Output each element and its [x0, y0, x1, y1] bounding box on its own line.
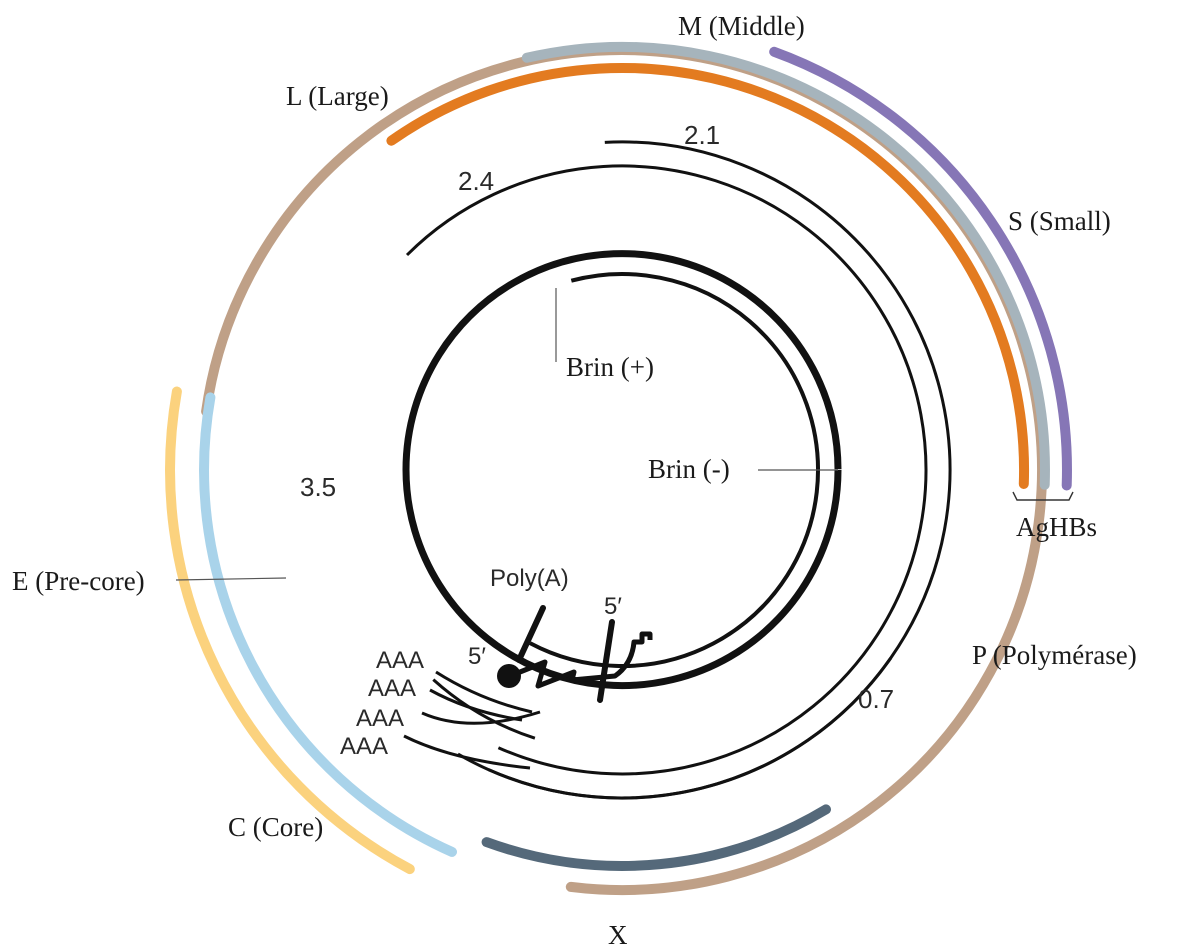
- aaa-label-3: AAA: [356, 705, 404, 732]
- zigzag-link: [509, 631, 653, 689]
- transcript-0-7-arc: [457, 657, 892, 800]
- polymerase-gene-label: P (Polymérase): [972, 640, 1137, 670]
- transcript-0-7-label: 0.7: [858, 684, 894, 714]
- transcript-stub-1: [435, 670, 533, 714]
- minus-strand-circle: [402, 250, 842, 690]
- transcript-2-4-arc: [405, 164, 928, 776]
- large-gene-arc: [386, 62, 1030, 489]
- core-gene-label: C (Core): [228, 812, 323, 842]
- five-prime-label-lower: 5′: [468, 643, 486, 670]
- polya-label: Poly(A): [490, 565, 569, 592]
- transcript-3-5-arc: [432, 678, 536, 740]
- transcript-3-5-label: 3.5: [300, 472, 336, 502]
- aaa-label-2: AAA: [368, 675, 416, 702]
- small-gene-label: S (Small): [1008, 206, 1111, 236]
- aaa-label-4: AAA: [340, 733, 388, 760]
- transcript-2-4-label: 2.4: [458, 166, 494, 196]
- large-gene-label: L (Large): [286, 81, 389, 111]
- plus-strand-arc: [529, 272, 820, 669]
- precore-gene-arc: [165, 386, 415, 875]
- middle-gene-arc: [521, 41, 1050, 490]
- aaa-label-1: AAA: [376, 647, 424, 674]
- x-gene-label: X: [608, 920, 628, 948]
- aghbs-bracket: [1012, 491, 1074, 501]
- precore-gene-label: E (Pre-core): [12, 566, 145, 596]
- minus-strand-label: Brin (-): [648, 454, 730, 484]
- x-gene-arc: [481, 804, 831, 871]
- transcript-2-1-label: 2.1: [684, 120, 720, 150]
- core-gene-arc: [199, 392, 457, 857]
- precore-pointer: [175, 577, 287, 581]
- five-prime-label-upper: 5′: [604, 593, 622, 620]
- small-gene-arc: [769, 46, 1072, 491]
- transcript-stub-4: [403, 734, 531, 770]
- plus-strand-label: Brin (+): [566, 352, 654, 382]
- middle-gene-label: M (Middle): [678, 11, 805, 41]
- aghbs-label: AgHBs: [1016, 512, 1097, 542]
- five-prime-dot: [497, 664, 521, 688]
- polya-tick: [516, 605, 546, 663]
- five-prime-tick: [597, 619, 615, 703]
- transcript-stub-3: [421, 710, 541, 725]
